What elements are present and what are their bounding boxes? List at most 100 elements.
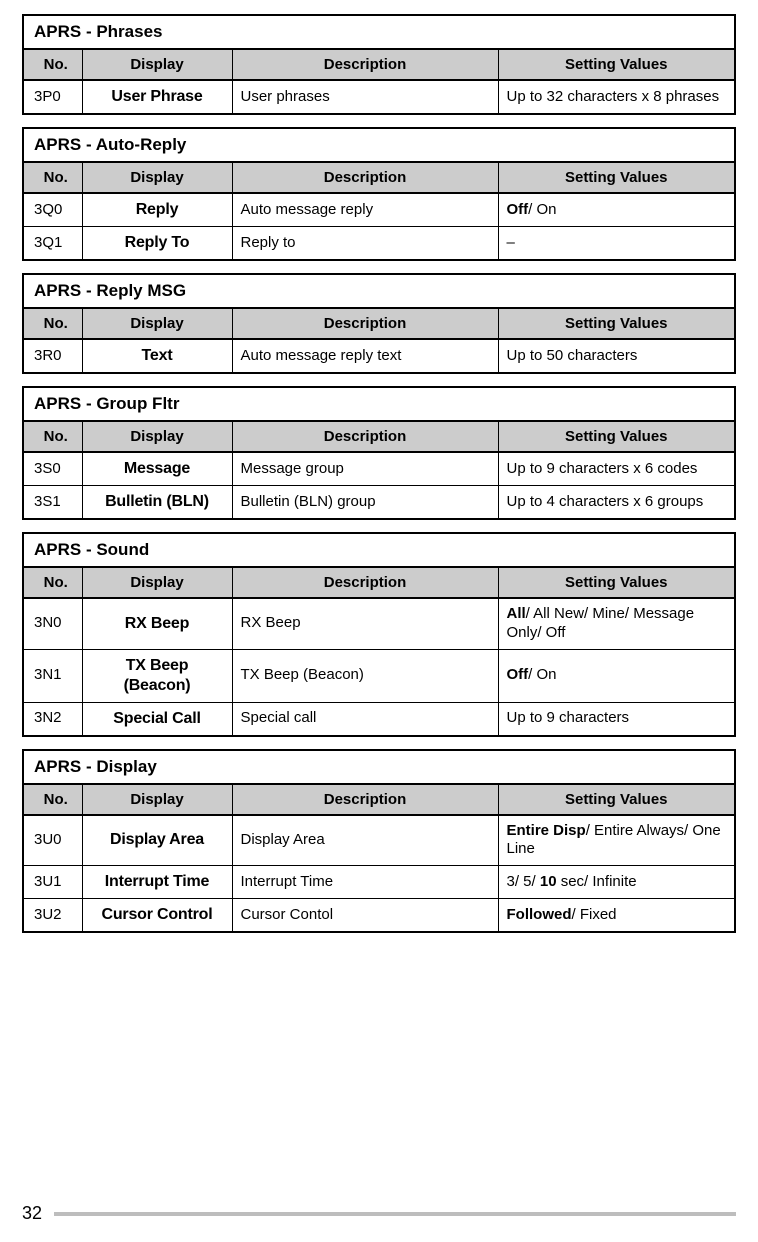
section: APRS - Group FltrNo.DisplayDescriptionSe…: [22, 386, 736, 520]
section: APRS - Reply MSGNo.DisplayDescriptionSet…: [22, 273, 736, 374]
cell-description: Message group: [232, 452, 498, 486]
setting-value-text: Up to 9 characters: [507, 709, 630, 726]
cell-description: User phrases: [232, 80, 498, 113]
cell-no: 3P0: [24, 80, 82, 113]
settings-table: No.DisplayDescriptionSetting Values3Q0Re…: [24, 161, 734, 259]
cell-setting: Off/ On: [498, 649, 734, 702]
cell-display: Display Area: [82, 815, 232, 866]
table-row: 3N1TX Beep (Beacon)TX Beep (Beacon)Off/ …: [24, 649, 734, 702]
setting-value-text: sec/ Infinite: [557, 873, 637, 890]
cell-description: Auto message reply: [232, 193, 498, 227]
column-header-no: No.: [24, 49, 82, 80]
cell-description: Cursor Contol: [232, 899, 498, 932]
column-header-description: Description: [232, 49, 498, 80]
cell-no: 3U2: [24, 899, 82, 932]
cell-display: Reply To: [82, 227, 232, 260]
cell-no: 3U1: [24, 866, 82, 899]
table-row: 3N2Special CallSpecial call Up to 9 chara…: [24, 702, 734, 735]
cell-description: Display Area: [232, 815, 498, 866]
column-header-no: No.: [24, 162, 82, 193]
cell-description: Interrupt Time: [232, 866, 498, 899]
section: APRS - DisplayNo.DisplayDescriptionSetti…: [22, 749, 736, 934]
cell-description: Bulletin (BLN) group: [232, 486, 498, 519]
column-header-display: Display: [82, 308, 232, 339]
section: APRS - Auto-ReplyNo.DisplayDescriptionSe…: [22, 127, 736, 261]
setting-value-text: / On: [528, 201, 556, 218]
section: APRS - PhrasesNo.DisplayDescriptionSetti…: [22, 14, 736, 115]
cell-no: 3S0: [24, 452, 82, 486]
column-header-display: Display: [82, 784, 232, 815]
cell-setting: Off/ On: [498, 193, 734, 227]
cell-no: 3N2: [24, 702, 82, 735]
cell-no: 3Q0: [24, 193, 82, 227]
setting-value-text: / On: [528, 666, 556, 683]
column-header-description: Description: [232, 784, 498, 815]
cell-display: Interrupt Time: [82, 866, 232, 899]
cell-display: Cursor Control: [82, 899, 232, 932]
column-header-no: No.: [24, 308, 82, 339]
settings-table: No.DisplayDescriptionSetting Values3R0Te…: [24, 307, 734, 372]
cell-setting: Up to 32 characters x 8 phrases: [498, 80, 734, 113]
cell-no: 3Q1: [24, 227, 82, 260]
cell-setting: Up to 9 characters: [498, 702, 734, 735]
column-header-no: No.: [24, 421, 82, 452]
table-row: 3U2Cursor ControlCursor ContolFollowed/ …: [24, 899, 734, 932]
setting-value-text: –: [507, 234, 515, 251]
cell-no: 3N1: [24, 649, 82, 702]
setting-default-value: All: [507, 605, 526, 622]
setting-value-text: Up to 50 characters: [507, 347, 638, 364]
setting-value-text: Up to 32 characters x 8 phrases: [507, 88, 720, 105]
cell-display: TX Beep (Beacon): [82, 649, 232, 702]
section-title: APRS - Phrases: [24, 16, 734, 48]
cell-display: Special Call: [82, 702, 232, 735]
table-row: 3R0TextAuto message reply text Up to 50 c…: [24, 339, 734, 372]
section-title: APRS - Sound: [24, 534, 734, 566]
cell-no: 3U0: [24, 815, 82, 866]
column-header-display: Display: [82, 421, 232, 452]
sections-container: APRS - PhrasesNo.DisplayDescriptionSetti…: [22, 14, 736, 933]
footer-line: [54, 1212, 736, 1216]
table-row: 3U1Interrupt TimeInterrupt Time3/ 5/ 10 …: [24, 866, 734, 899]
cell-display: Text: [82, 339, 232, 372]
column-header-display: Display: [82, 49, 232, 80]
column-header-setting: Setting Values: [498, 49, 734, 80]
column-header-display: Display: [82, 567, 232, 598]
page-footer: 32: [22, 1203, 736, 1242]
cell-setting: Followed/ Fixed: [498, 899, 734, 932]
table-row: 3Q0ReplyAuto message replyOff/ On: [24, 193, 734, 227]
settings-table: No.DisplayDescriptionSetting Values3P0Us…: [24, 48, 734, 113]
cell-no: 3N0: [24, 598, 82, 649]
cell-setting: All/ All New/ Mine/ Message Only/ Off: [498, 598, 734, 649]
setting-default-value: Off: [507, 666, 529, 683]
section-title: APRS - Display: [24, 751, 734, 783]
table-row: 3U0Display AreaDisplay AreaEntire Disp/ …: [24, 815, 734, 866]
column-header-setting: Setting Values: [498, 308, 734, 339]
section: APRS - SoundNo.DisplayDescriptionSetting…: [22, 532, 736, 737]
page-number: 32: [22, 1203, 42, 1224]
cell-setting: Up to 50 characters: [498, 339, 734, 372]
column-header-setting: Setting Values: [498, 421, 734, 452]
column-header-setting: Setting Values: [498, 567, 734, 598]
cell-display: Reply: [82, 193, 232, 227]
column-header-setting: Setting Values: [498, 784, 734, 815]
setting-value-text: Up to 4 characters x 6 groups: [507, 493, 704, 510]
setting-default-value: 10: [540, 873, 557, 890]
cell-display: User Phrase: [82, 80, 232, 113]
setting-value-text: Up to 9 characters x 6 codes: [507, 460, 698, 477]
section-title: APRS - Reply MSG: [24, 275, 734, 307]
cell-description: Reply to: [232, 227, 498, 260]
cell-description: TX Beep (Beacon): [232, 649, 498, 702]
section-title: APRS - Group Fltr: [24, 388, 734, 420]
cell-setting: Up to 4 characters x 6 groups: [498, 486, 734, 519]
cell-no: 3R0: [24, 339, 82, 372]
cell-no: 3S1: [24, 486, 82, 519]
cell-setting: –: [498, 227, 734, 260]
cell-display: Message: [82, 452, 232, 486]
cell-setting: 3/ 5/ 10 sec/ Infinite: [498, 866, 734, 899]
cell-description: Special call: [232, 702, 498, 735]
column-header-description: Description: [232, 162, 498, 193]
column-header-description: Description: [232, 308, 498, 339]
cell-description: Auto message reply text: [232, 339, 498, 372]
cell-setting: Entire Disp/ Entire Always/ One Line: [498, 815, 734, 866]
table-row: 3P0User PhraseUser phrases Up to 32 chara…: [24, 80, 734, 113]
